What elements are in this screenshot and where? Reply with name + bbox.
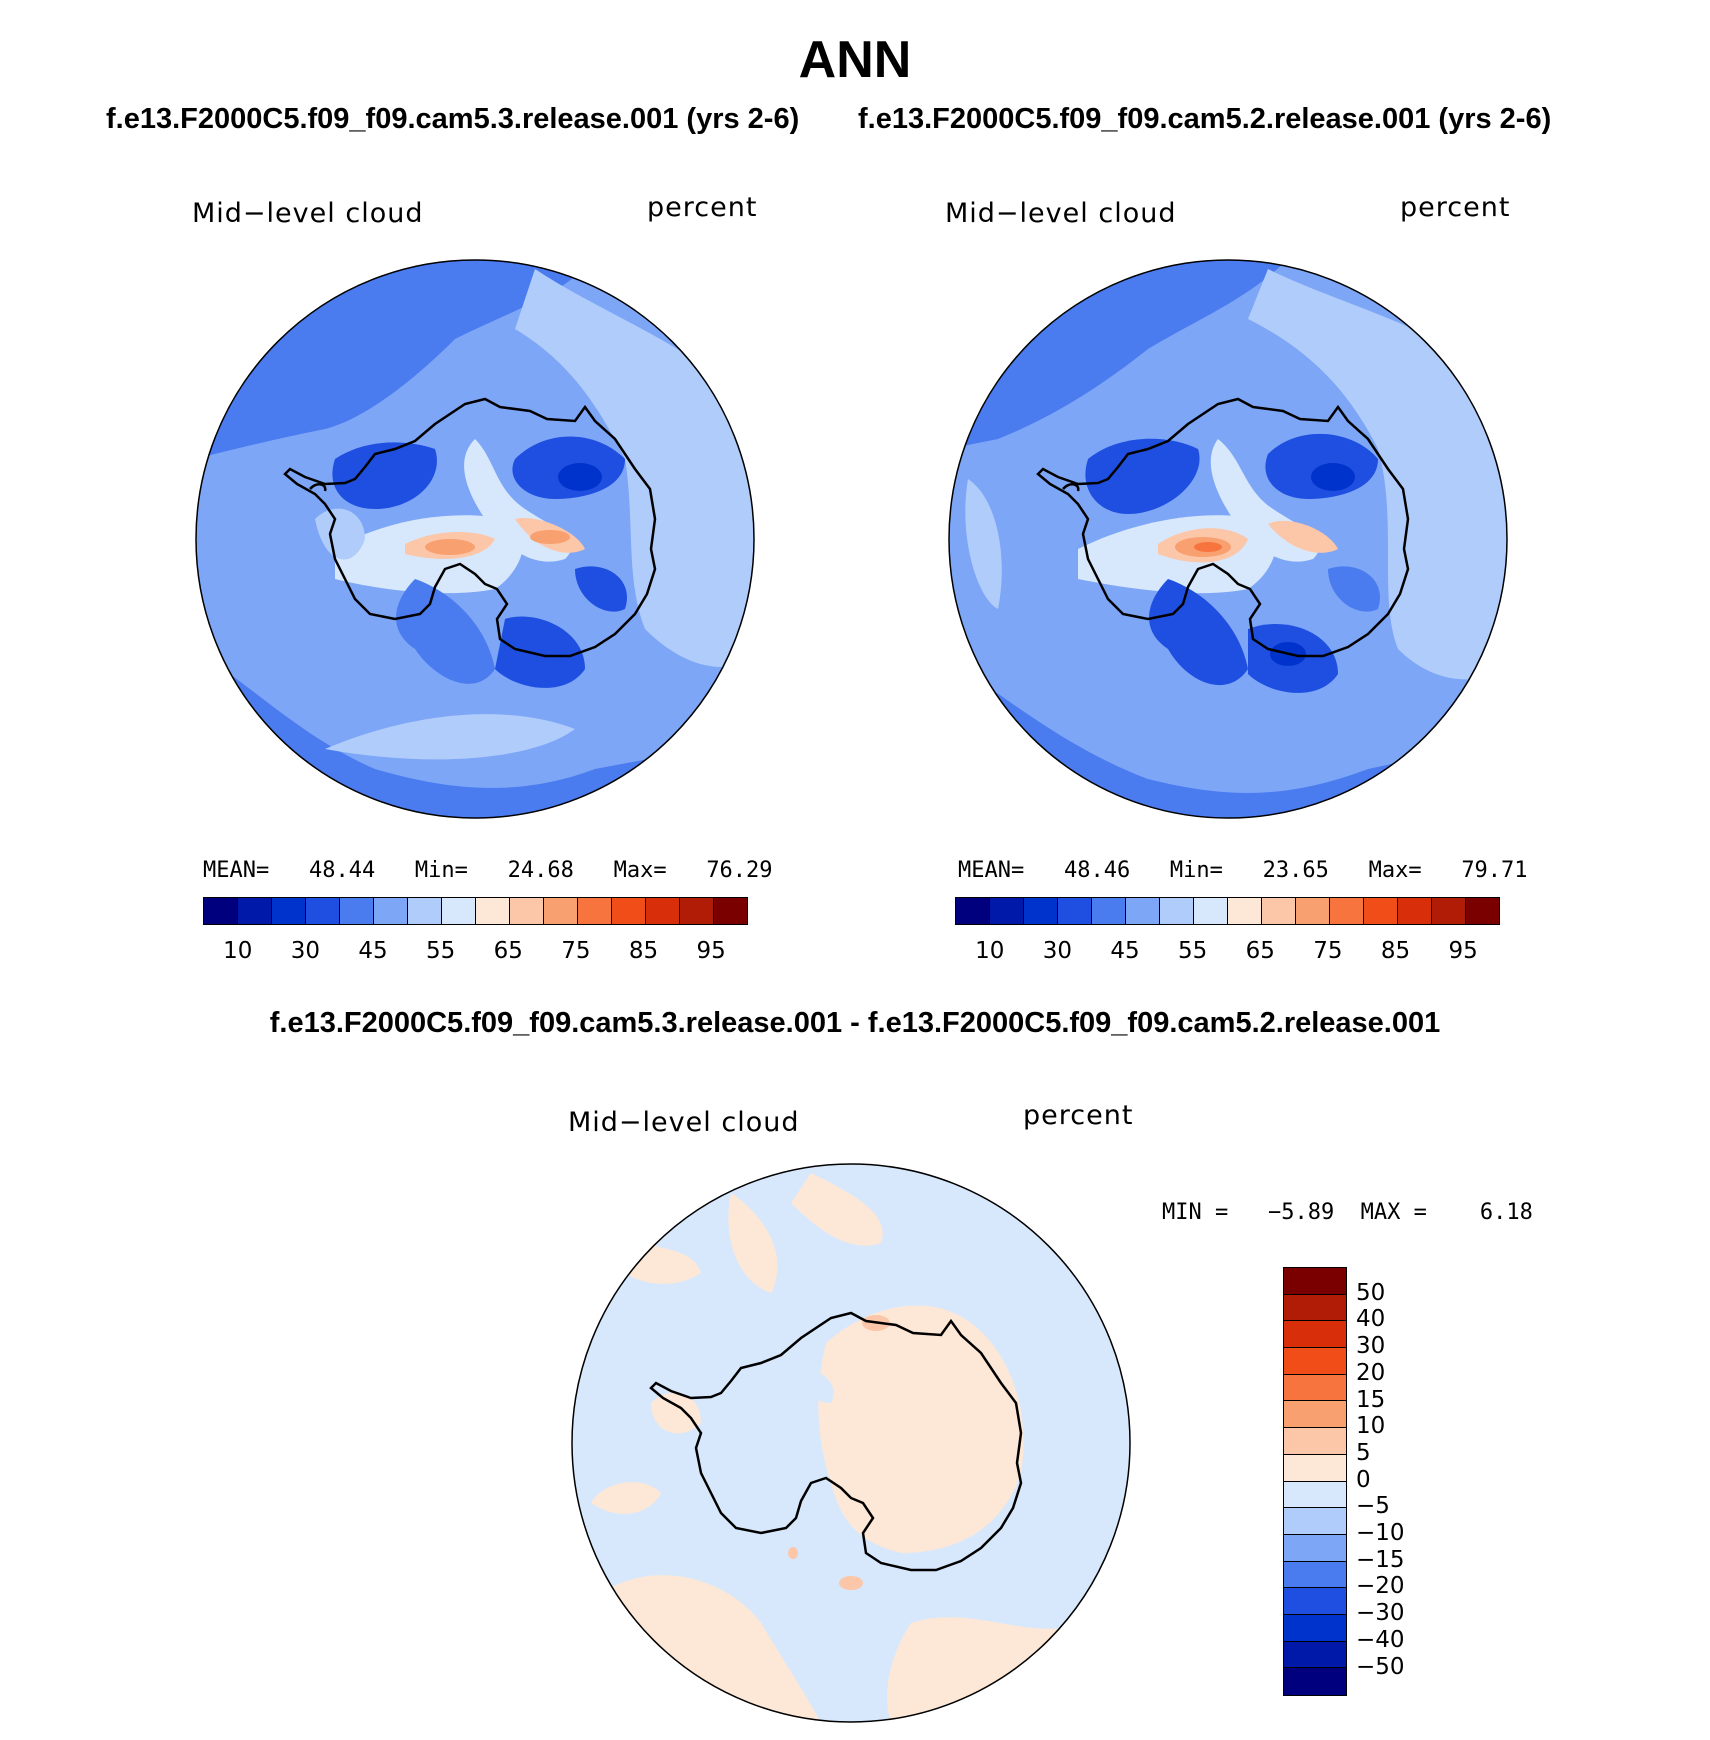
colorbar-tick-label: 30 <box>1356 1333 1386 1360</box>
colorbar-tick-label: 30 <box>1042 938 1073 964</box>
colorbar-swatch <box>956 898 990 924</box>
colorbar-swatch <box>1284 1348 1346 1375</box>
colorbar-tick-label: 95 <box>696 938 726 964</box>
colorbar-swatch <box>1058 898 1092 924</box>
colorbar-tick-label: −10 <box>1356 1520 1405 1546</box>
panel1-variable-label: Mid−level cloud <box>192 198 424 229</box>
colorbar-swatch <box>1284 1588 1346 1615</box>
colorbar-swatch <box>476 898 510 924</box>
colorbar-swatch <box>1432 898 1466 924</box>
colorbar-swatch <box>1284 1428 1346 1455</box>
colorbar-tick-label: 15 <box>1356 1386 1386 1413</box>
colorbar-swatch <box>306 898 340 924</box>
diff-title: f.e13.F2000C5.f09_f09.cam5.3.release.001… <box>269 1007 1441 1039</box>
colorbar-swatch <box>238 898 272 924</box>
colorbar-tick-label: 85 <box>1380 938 1411 964</box>
colorbar-swatch <box>1024 898 1058 924</box>
panel1-map <box>195 259 755 819</box>
panel1-units-label: percent <box>647 192 758 223</box>
panel1-stats: MEAN= 48.44 Min= 24.68 Max= 76.29 <box>203 858 773 883</box>
colorbar-swatch <box>1330 898 1364 924</box>
colorbar-tick-label: −5 <box>1356 1493 1390 1520</box>
colorbar-swatch <box>1284 1508 1346 1535</box>
figure-title: ANN <box>798 31 912 89</box>
colorbar-tick-label: −15 <box>1356 1546 1405 1573</box>
panel2-variable-label: Mid−level cloud <box>945 198 1177 229</box>
colorbar-swatch <box>1284 1668 1346 1695</box>
panel2-map <box>948 259 1508 819</box>
colorbar-tick-label: −30 <box>1356 1600 1405 1627</box>
colorbar-swatch <box>990 898 1024 924</box>
panel2-units-label: percent <box>1400 192 1511 223</box>
colorbar-tick-label: 55 <box>426 938 456 964</box>
colorbar-swatch <box>1284 1268 1346 1295</box>
colorbar-tick-label: 85 <box>628 938 659 964</box>
colorbar-swatch <box>1296 898 1330 924</box>
colorbar-swatch <box>680 898 714 924</box>
colorbar-swatch <box>442 898 476 924</box>
panel3-map <box>571 1163 1131 1723</box>
colorbar-tick-label: 75 <box>561 938 591 964</box>
colorbar-swatch <box>374 898 408 924</box>
colorbar-swatch <box>1284 1641 1346 1669</box>
colorbar-swatch <box>510 898 544 924</box>
panel2-stats: MEAN= 48.46 Min= 23.65 Max= 79.71 <box>958 858 1528 883</box>
colorbar-tick-label: 0 <box>1356 1466 1371 1493</box>
colorbar-tick-label: 95 <box>1448 938 1478 964</box>
colorbar-swatch <box>1284 1294 1346 1322</box>
panel3-stats: MIN = −5.89 MAX = 6.18 <box>1162 1200 1533 1225</box>
colorbar-swatch <box>1284 1614 1346 1642</box>
colorbar-swatch <box>1284 1534 1346 1562</box>
panel3-colorbar <box>1283 1267 1347 1696</box>
colorbar-swatch <box>578 898 612 924</box>
colorbar-swatch <box>272 898 306 924</box>
colorbar-tick-label: −50 <box>1356 1653 1405 1680</box>
colorbar-swatch <box>1364 898 1398 924</box>
colorbar-swatch <box>204 898 238 924</box>
colorbar-swatch <box>1284 1374 1346 1402</box>
colorbar-tick-label: 45 <box>1110 938 1140 964</box>
colorbar-swatch <box>408 898 442 924</box>
colorbar-tick-label: 20 <box>1356 1359 1386 1386</box>
colorbar-swatch <box>1126 898 1160 924</box>
colorbar-swatch <box>646 898 680 924</box>
colorbar-tick-label: 40 <box>1356 1306 1386 1333</box>
colorbar-swatch <box>1284 1401 1346 1429</box>
case2-title: f.e13.F2000C5.f09_f09.cam5.2.release.001… <box>858 103 1552 135</box>
colorbar-swatch <box>1228 898 1262 924</box>
colorbar-swatch <box>1262 898 1296 924</box>
case1-title: f.e13.F2000C5.f09_f09.cam5.3.release.001… <box>106 103 800 135</box>
colorbar-tick-label: −40 <box>1356 1626 1405 1653</box>
colorbar-tick-label: 65 <box>493 938 523 964</box>
colorbar-swatch <box>1466 898 1499 924</box>
colorbar-swatch <box>1092 898 1126 924</box>
colorbar-swatch <box>1284 1561 1346 1589</box>
colorbar-swatch <box>714 898 747 924</box>
colorbar-tick-label: 10 <box>1356 1413 1386 1440</box>
colorbar-tick-label: 5 <box>1356 1439 1371 1466</box>
panel1-colorbar <box>203 897 748 925</box>
colorbar-tick-label: 65 <box>1245 938 1275 964</box>
colorbar-swatch <box>1160 898 1194 924</box>
panel2-colorbar <box>955 897 1500 925</box>
colorbar-swatch <box>1398 898 1432 924</box>
colorbar-swatch <box>612 898 646 924</box>
colorbar-tick-label: 50 <box>1356 1279 1386 1306</box>
colorbar-tick-label: −20 <box>1356 1573 1405 1600</box>
panel3-variable-label: Mid−level cloud <box>568 1107 800 1138</box>
colorbar-tick-label: 10 <box>975 938 1005 964</box>
colorbar-tick-label: 75 <box>1313 938 1343 964</box>
colorbar-swatch <box>1284 1454 1346 1482</box>
colorbar-swatch <box>1284 1321 1346 1349</box>
colorbar-swatch <box>544 898 578 924</box>
colorbar-swatch <box>1284 1481 1346 1509</box>
colorbar-tick-label: 45 <box>358 938 388 964</box>
colorbar-swatch <box>340 898 374 924</box>
colorbar-tick-label: 30 <box>290 938 321 964</box>
colorbar-swatch <box>1194 898 1228 924</box>
panel3-units-label: percent <box>1023 1100 1134 1131</box>
colorbar-tick-label: 55 <box>1178 938 1208 964</box>
colorbar-tick-label: 10 <box>223 938 253 964</box>
